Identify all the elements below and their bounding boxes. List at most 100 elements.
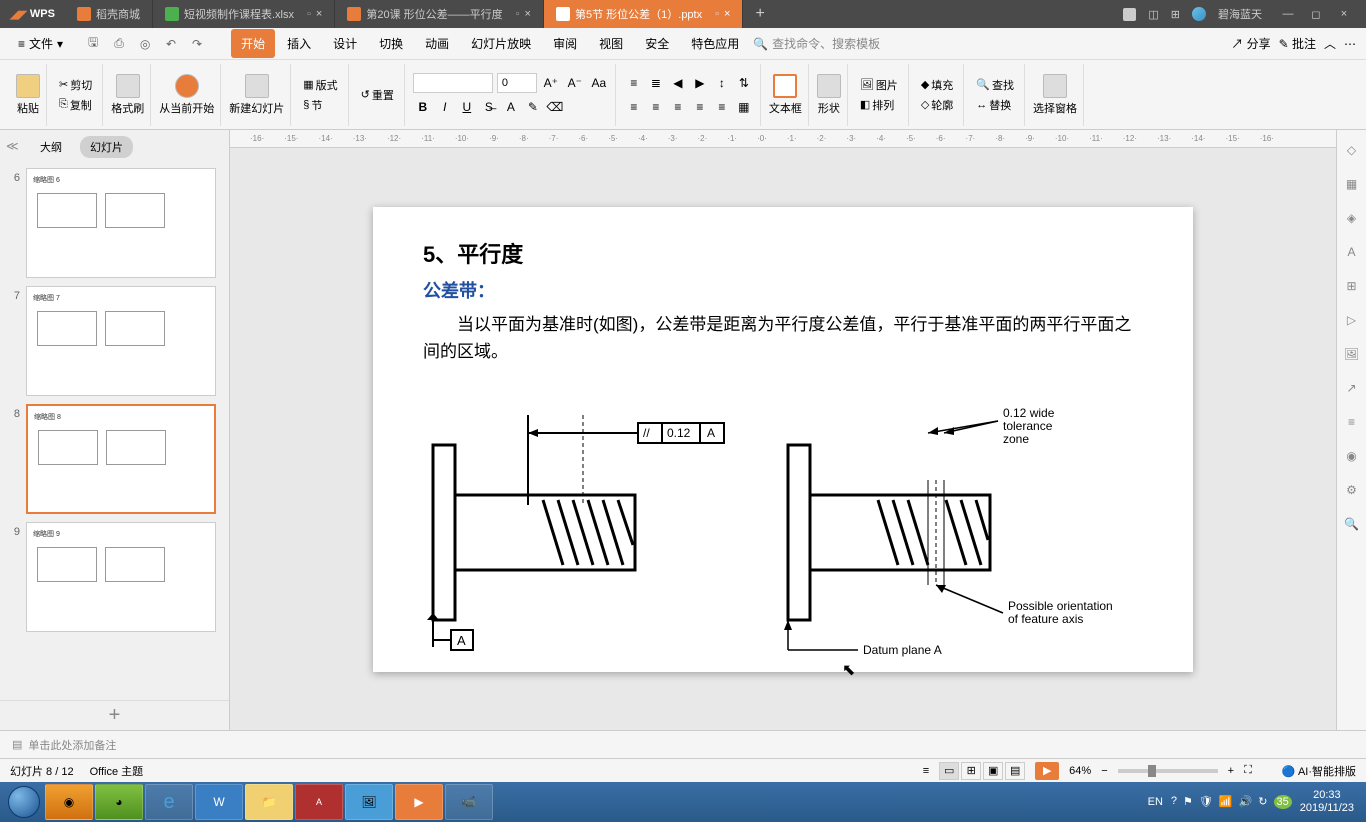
menu-tab-9[interactable]: 特色应用 (681, 29, 749, 58)
close-icon[interactable]: × (724, 8, 730, 20)
zoom-level[interactable]: 64% (1069, 765, 1091, 777)
font-size-select[interactable] (497, 73, 537, 93)
zoom-slider[interactable] (1118, 769, 1218, 773)
menu-tab-4[interactable]: 动画 (415, 29, 459, 58)
outline-button[interactable]: ◇ 轮廓 (917, 95, 957, 115)
sorter-view-button[interactable]: ⊞ (961, 762, 981, 780)
slide-canvas[interactable]: 5、平行度 公差带： 当以平面为基准时(如图)，公差带是距离为平行度公差值，平行… (230, 148, 1336, 730)
thumb-slide-9[interactable]: 缩略图 9 (26, 522, 216, 632)
textbox-button[interactable]: 文本框 (769, 74, 802, 116)
share-button[interactable]: ↗ 分享 (1231, 35, 1270, 52)
rt-share-icon[interactable]: ↗ (1342, 378, 1362, 398)
qat-undo-icon[interactable]: ↶ (161, 34, 181, 54)
close-icon[interactable]: × (525, 8, 531, 20)
underline-button[interactable]: U (457, 97, 477, 117)
menu-tab-1[interactable]: 插入 (277, 29, 321, 58)
tab-ppt2-active[interactable]: 第5节 形位公差（1）.pptx▫× (544, 0, 743, 28)
user-avatar[interactable] (1192, 7, 1206, 21)
line-spacing-button[interactable]: ↕ (712, 73, 732, 93)
align-center-button[interactable]: ≡ (646, 97, 666, 117)
align-right-button[interactable]: ≡ (668, 97, 688, 117)
tray-help-icon[interactable]: ? (1171, 795, 1177, 809)
file-menu[interactable]: ≡ 文件 ▾ (10, 31, 71, 56)
copy-button[interactable]: ⎘ 复制 (55, 95, 96, 115)
menu-tab-3[interactable]: 切换 (369, 29, 413, 58)
rt-font-icon[interactable]: A (1342, 242, 1362, 262)
tray-lang[interactable]: EN (1148, 796, 1163, 808)
search-box[interactable]: 🔍 查找命令、搜索模板 (753, 35, 880, 52)
cloud-icon[interactable]: ◫ (1148, 8, 1158, 21)
decrease-indent-button[interactable]: ◀ (668, 73, 688, 93)
fill-button[interactable]: ◆ 填充 (917, 75, 957, 95)
rt-anim-icon[interactable]: ▷ (1342, 310, 1362, 330)
font-color-button[interactable]: A (501, 97, 521, 117)
distribute-button[interactable]: ≡ (712, 97, 732, 117)
tab-ppt1[interactable]: 第20课 形位公差——平行度▫× (335, 0, 544, 28)
thumb-slide-6[interactable]: 缩略图 6 (26, 168, 216, 278)
more-icon[interactable]: ⋯ (1344, 37, 1356, 51)
format-painter-button[interactable]: 格式刷 (111, 74, 144, 116)
rt-list-icon[interactable]: ≡ (1342, 412, 1362, 432)
comment-button[interactable]: ✎ 批注 (1279, 35, 1316, 52)
task-app2[interactable]: ◕ (95, 784, 143, 820)
task-recorder[interactable]: 📹 (445, 784, 493, 820)
close-button[interactable]: × (1330, 0, 1358, 28)
minimize-button[interactable]: — (1274, 0, 1302, 28)
fit-button[interactable]: ⛶ (1244, 764, 1252, 777)
decrease-font-icon[interactable]: A⁻ (565, 73, 585, 93)
paste-button[interactable]: 粘贴 (16, 74, 40, 116)
clock[interactable]: 20:33 2019/11/23 (1300, 789, 1354, 815)
task-wps[interactable]: W (195, 784, 243, 820)
rt-image-icon[interactable]: 🖼 (1342, 344, 1362, 364)
rt-design-icon[interactable]: ▦ (1342, 174, 1362, 194)
menu-tab-8[interactable]: 安全 (635, 29, 679, 58)
slides-tab[interactable]: 幻灯片 (80, 136, 133, 158)
section-button[interactable]: § 节 (299, 95, 326, 115)
find-button[interactable]: 🔍 查找 (972, 75, 1018, 95)
zoom-in-button[interactable]: + (1228, 765, 1234, 777)
change-case-icon[interactable]: Aa (589, 73, 609, 93)
task-ie[interactable]: e (145, 784, 193, 820)
collapse-ribbon-icon[interactable]: ︿ (1324, 35, 1336, 52)
tray-network-icon[interactable]: 📶 (1219, 795, 1233, 809)
menu-tab-2[interactable]: 设计 (323, 29, 367, 58)
task-autocad[interactable]: A (295, 784, 343, 820)
rt-pin-icon[interactable]: ◇ (1342, 140, 1362, 160)
qat-preview-icon[interactable]: ◎ (135, 34, 155, 54)
rt-style-icon[interactable]: ◈ (1342, 208, 1362, 228)
numbering-button[interactable]: ≣ (646, 73, 666, 93)
rt-search-icon[interactable]: 🔍 (1342, 514, 1362, 534)
start-button[interactable] (4, 782, 44, 822)
shapes-button[interactable]: 形状 (817, 74, 841, 116)
increase-indent-button[interactable]: ▶ (690, 73, 710, 93)
menu-tab-0[interactable]: 开始 (231, 29, 275, 58)
font-name-select[interactable] (413, 73, 493, 93)
zoom-out-button[interactable]: − (1101, 765, 1107, 777)
reset-button[interactable]: ↺ 重置 (357, 85, 398, 105)
maximize-button[interactable]: ◻ (1302, 0, 1330, 28)
normal-view-button[interactable]: ▭ (939, 762, 959, 780)
rt-settings-icon[interactable]: ⚙ (1342, 480, 1362, 500)
reading-view-button[interactable]: ▣ (983, 762, 1003, 780)
slide[interactable]: 5、平行度 公差带： 当以平面为基准时(如图)，公差带是距离为平行度公差值，平行… (373, 207, 1193, 672)
rt-more-icon[interactable]: ◉ (1342, 446, 1362, 466)
task-photos[interactable]: 🖼 (345, 784, 393, 820)
italic-button[interactable]: I (435, 97, 455, 117)
tray-sync-icon[interactable]: ↻ (1258, 795, 1267, 809)
outline-tab[interactable]: 大纲 (30, 136, 72, 158)
clear-format-button[interactable]: ⌫ (545, 97, 565, 117)
thumb-slide-8[interactable]: 缩略图 8 (26, 404, 216, 514)
qat-save-icon[interactable]: 🖫 (83, 34, 103, 54)
slide-title[interactable]: 5、平行度 (423, 237, 1143, 269)
layout-button[interactable]: ▦ 版式 (299, 75, 341, 95)
tray-shield-icon[interactable]: 🛡 (1199, 795, 1213, 809)
qat-redo-icon[interactable]: ↷ (187, 34, 207, 54)
menu-tab-7[interactable]: 视图 (589, 29, 633, 58)
tray-volume-icon[interactable]: 🔊 (1239, 795, 1253, 809)
tray-flag-icon[interactable]: ⚑ (1183, 795, 1193, 809)
ai-layout-button[interactable]: AI·智能排版 (1298, 766, 1356, 778)
app-icon[interactable]: ⊞ (1171, 8, 1180, 21)
tab-close-icon[interactable]: ▫ (307, 8, 311, 20)
justify-button[interactable]: ≡ (690, 97, 710, 117)
notes-bar[interactable]: ▤ 单击此处添加备注 (0, 730, 1366, 758)
